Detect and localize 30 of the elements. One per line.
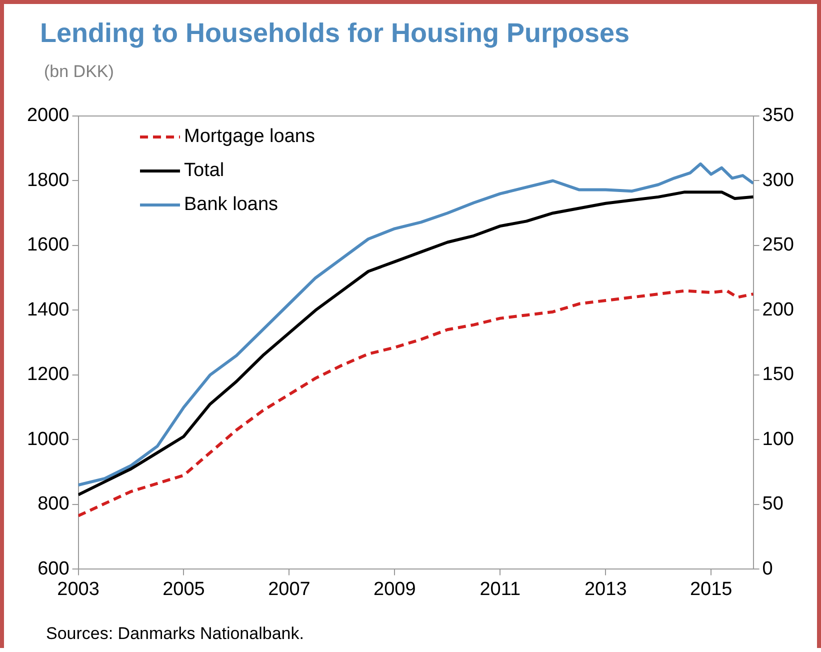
y-tick-label: 1600 <box>26 234 70 256</box>
x-tick-label: 2009 <box>374 578 416 600</box>
y-tick-label: 1400 <box>26 299 70 320</box>
x-tick-label: 2005 <box>162 578 205 600</box>
x-tick-label: 2003 <box>57 578 100 600</box>
x-tick-label: 2013 <box>584 578 627 600</box>
x-tick-label: 2007 <box>268 578 310 600</box>
y-tick-label: 1200 <box>26 364 70 386</box>
y2-tick-label: 250 <box>762 234 794 256</box>
chart-subtitle: (bn DKK) <box>44 62 114 82</box>
y2-tick-label: 0 <box>762 558 773 580</box>
line-series <box>78 289 754 518</box>
x-tick-label: 2015 <box>690 578 732 600</box>
y-tick-label: 2000 <box>26 105 70 126</box>
chart-title: Lending to Households for Housing Purposes <box>40 18 630 49</box>
legend-label: Total <box>184 160 224 182</box>
y-tick-label: 1000 <box>26 428 70 450</box>
source-note: Sources: Danmarks Nationalbank. <box>46 624 304 644</box>
y2-tick-label: 350 <box>762 105 794 126</box>
legend-label: Bank loans <box>184 194 278 216</box>
y-tick-label: 800 <box>38 494 70 515</box>
y2-tick-label: 300 <box>762 170 794 191</box>
y2-tick-label: 100 <box>762 428 794 450</box>
legend-label: Mortgage loans <box>184 126 315 148</box>
x-tick-label: 2011 <box>480 578 521 600</box>
y-tick-label: 1800 <box>26 170 70 191</box>
y2-tick-label: 200 <box>762 299 794 320</box>
y2-tick-label: 50 <box>762 494 784 515</box>
y-tick-label: 600 <box>38 558 70 580</box>
y2-tick-label: 150 <box>762 364 794 386</box>
